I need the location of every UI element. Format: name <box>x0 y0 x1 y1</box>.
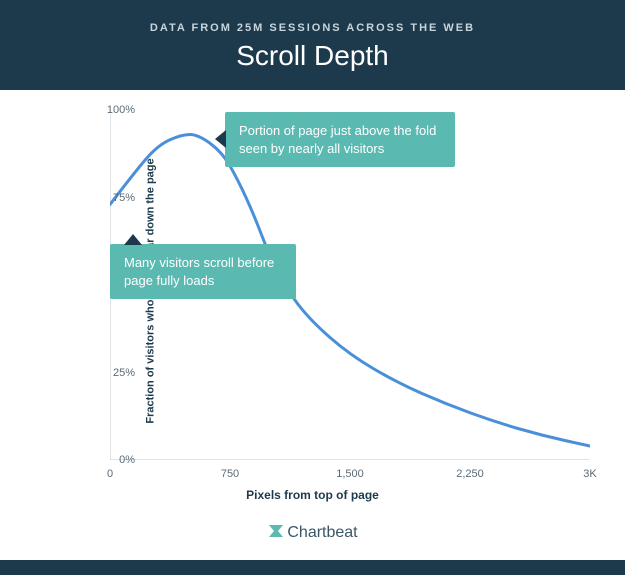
x-tick-label: 0 <box>107 468 113 480</box>
chart-panel: Fraction of visitors who see this far do… <box>0 90 625 560</box>
x-tick-label: 3K <box>583 468 596 480</box>
y-tick-label: 25% <box>113 367 135 379</box>
x-axis-label: Pixels from top of page <box>0 488 625 502</box>
annotation-pointer-icon <box>124 234 142 245</box>
annotation-text: Portion of page just above the fold seen… <box>239 123 436 156</box>
chartbeat-logo-icon <box>267 522 285 540</box>
y-tick-label: 75% <box>113 192 135 204</box>
y-tick-label: 100% <box>107 104 135 116</box>
y-tick-label: 0% <box>119 454 135 466</box>
annotation-scroll-before-load: Many visitors scroll before page fully l… <box>110 244 296 299</box>
chart-subtitle: DATA FROM 25M SESSIONS ACROSS THE WEB <box>0 22 625 34</box>
x-tick-label: 750 <box>221 468 239 480</box>
annotation-above-fold: Portion of page just above the fold seen… <box>225 112 455 167</box>
x-tick-label: 2,250 <box>456 468 484 480</box>
annotation-pointer-icon <box>215 130 226 148</box>
brand-name: Chartbeat <box>287 524 357 541</box>
chart-title: Scroll Depth <box>0 40 625 72</box>
x-tick-label: 1,500 <box>336 468 364 480</box>
annotation-text: Many visitors scroll before page fully l… <box>124 255 274 288</box>
chart-header: DATA FROM 25M SESSIONS ACROSS THE WEB Sc… <box>0 0 625 90</box>
brand-footer: Chartbeat <box>0 522 625 542</box>
